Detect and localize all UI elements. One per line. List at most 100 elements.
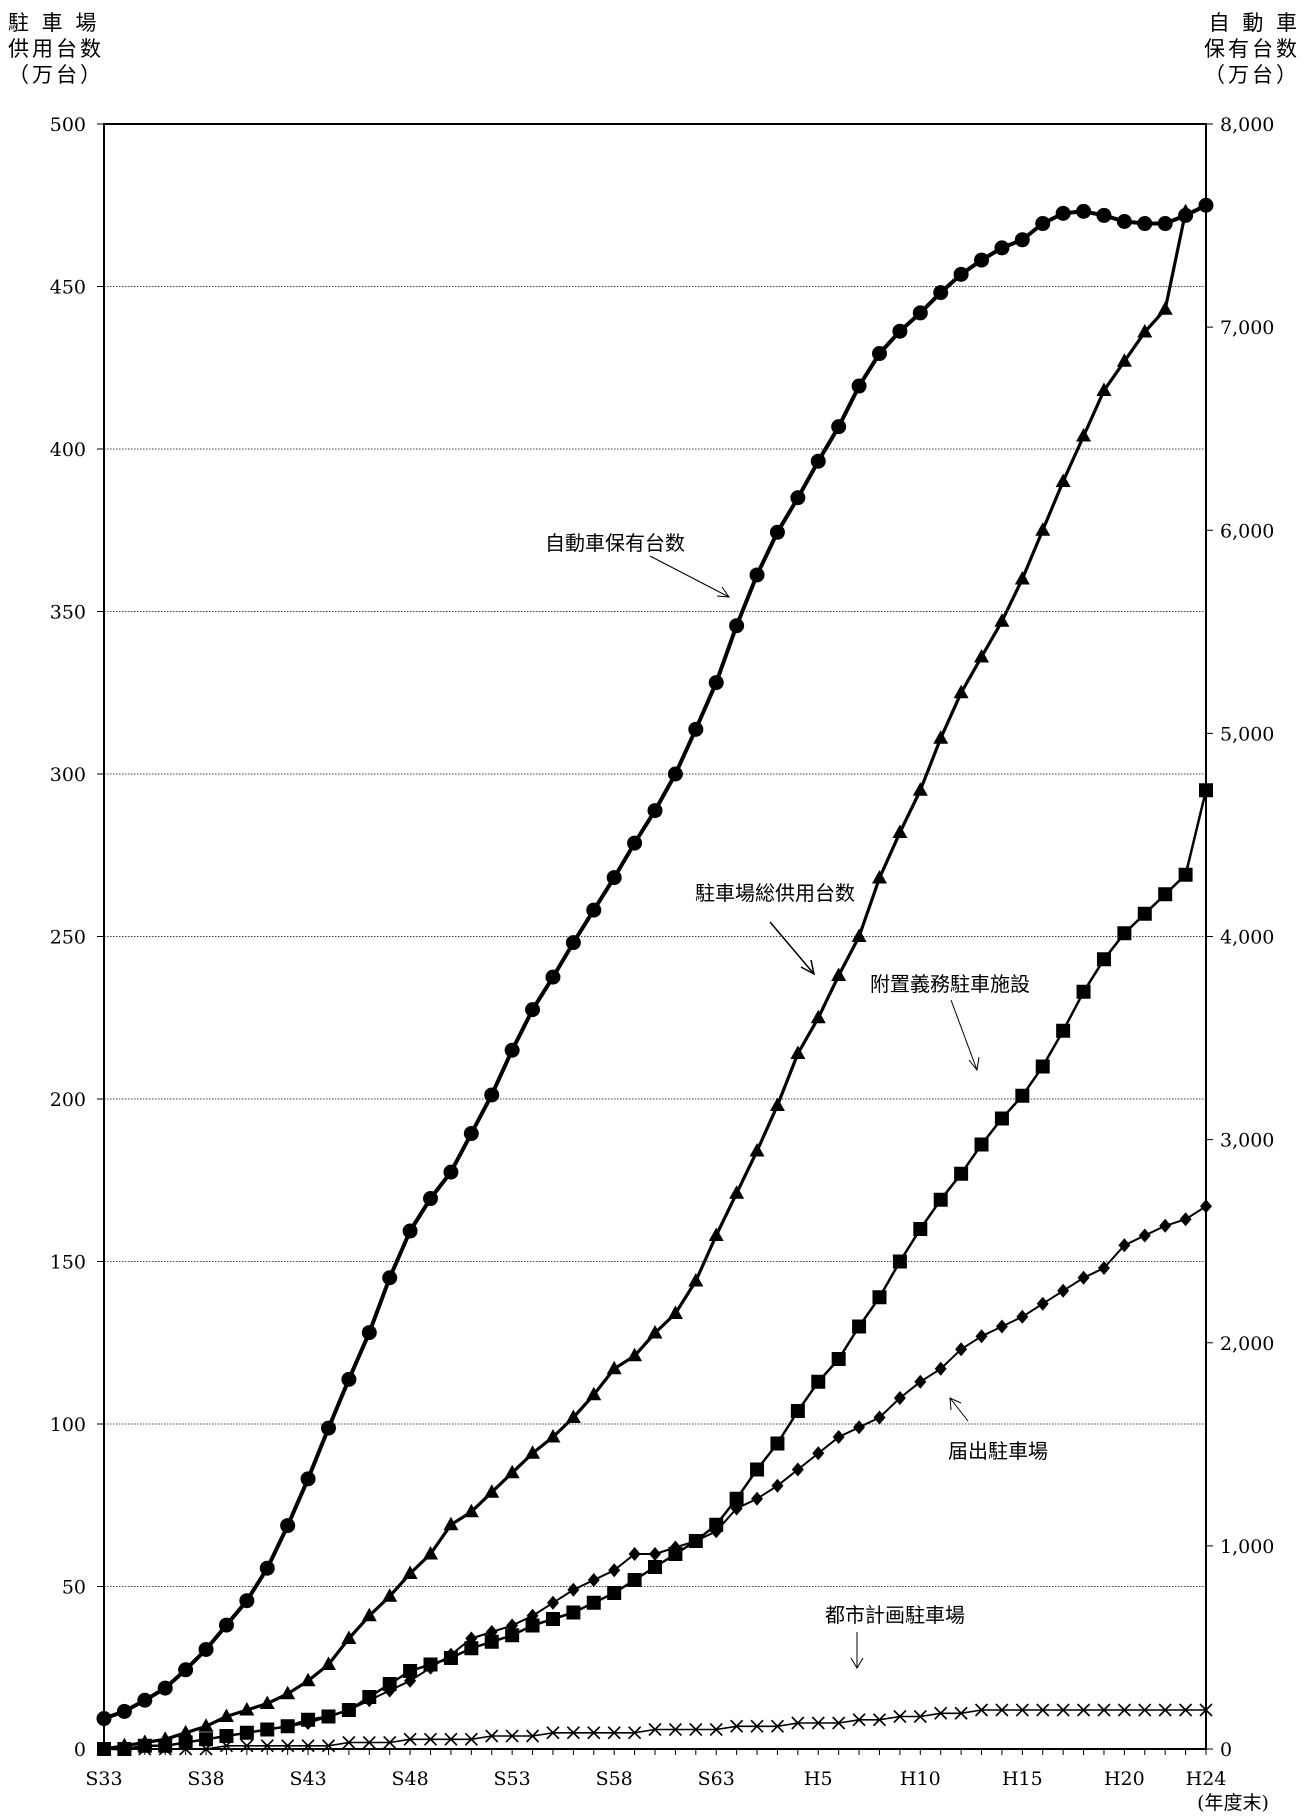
data-point-total-parking [565, 1409, 581, 1423]
data-point-notified-parking [608, 1563, 621, 1578]
left-tick-label: 300 [50, 764, 86, 786]
data-point-city-planning-parking [444, 1732, 458, 1746]
data-point-mandatory-parking [852, 1319, 867, 1334]
data-point-car-ownership [667, 766, 683, 782]
x-tick-label: S48 [392, 1768, 429, 1790]
data-point-notified-parking [689, 1534, 702, 1548]
data-point-mandatory-parking [607, 1586, 622, 1600]
data-point-city-planning-parking [628, 1726, 642, 1740]
data-point-car-ownership [1035, 216, 1051, 232]
right-tick-label: 0 [1220, 1739, 1232, 1761]
left-tick-label: 450 [50, 277, 86, 299]
left-tick-label: 50 [62, 1577, 86, 1599]
data-point-city-planning-parking [525, 1729, 540, 1743]
data-point-car-ownership [851, 378, 867, 394]
data-point-city-planning-parking [995, 1703, 1009, 1717]
data-point-car-ownership [259, 1560, 275, 1576]
data-point-notified-parking [1138, 1228, 1151, 1243]
data-point-notified-parking [465, 1631, 478, 1646]
data-point-car-ownership [423, 1191, 439, 1207]
data-point-car-ownership [198, 1641, 214, 1657]
data-point-car-ownership [892, 323, 908, 339]
data-point-mandatory-parking [1158, 887, 1173, 902]
series-line-car-ownership [103, 203, 1207, 1721]
data-point-car-ownership [688, 721, 704, 737]
data-point-city-planning-parking [913, 1709, 927, 1724]
data-point-car-ownership [178, 1662, 194, 1678]
data-point-city-planning-parking [1117, 1703, 1131, 1717]
data-point-total-parking [504, 1464, 520, 1479]
data-point-car-ownership [463, 1126, 479, 1142]
data-point-mandatory-parking [994, 1111, 1009, 1126]
arrowhead-total-parking [800, 959, 816, 976]
arrowhead-car-ownership [716, 586, 731, 598]
data-point-total-parking [769, 1097, 785, 1111]
data-point-mandatory-parking [1056, 1023, 1071, 1038]
data-point-notified-parking [546, 1595, 559, 1610]
data-point-mandatory-parking [811, 1374, 826, 1389]
data-point-car-ownership [545, 969, 561, 985]
data-point-car-ownership [1096, 207, 1112, 223]
data-point-car-ownership [647, 803, 663, 819]
data-point-total-parking [994, 613, 1010, 627]
data-point-total-parking [1157, 301, 1173, 315]
data-point-city-planning-parking [1015, 1703, 1029, 1717]
data-point-car-ownership [953, 266, 969, 282]
data-point-city-planning-parking [383, 1735, 397, 1750]
data-point-city-planning-parking [648, 1722, 662, 1737]
data-point-city-planning-parking [1179, 1703, 1193, 1717]
data-point-notified-parking [220, 1729, 233, 1743]
data-point-notified-parking [1159, 1218, 1172, 1233]
data-point-city-planning-parking [423, 1732, 438, 1746]
data-point-car-ownership [239, 1593, 255, 1609]
data-point-city-planning-parking [974, 1703, 989, 1717]
data-point-car-ownership [810, 453, 826, 469]
data-point-city-planning-parking [689, 1722, 703, 1737]
data-point-mandatory-parking [770, 1436, 785, 1451]
data-point-total-parking [606, 1360, 622, 1375]
data-point-car-ownership [565, 935, 581, 951]
data-point-total-parking [178, 1724, 194, 1739]
data-point-mandatory-parking [1076, 984, 1091, 999]
data-point-city-planning-parking [342, 1735, 356, 1750]
data-point-total-parking [1014, 571, 1030, 585]
data-point-city-planning-parking [1138, 1703, 1152, 1717]
axis-ticks: 0 50 100 150 200 250 300 350 400 450 500 0 1,000 2,00… [50, 114, 1275, 1790]
data-point-total-parking [1096, 382, 1112, 396]
data-point-mandatory-parking [627, 1573, 642, 1587]
data-point-city-planning-parking [1036, 1703, 1050, 1717]
right-tick-label: 6,000 [1220, 520, 1274, 542]
data-point-notified-parking [1118, 1238, 1131, 1253]
data-point-notified-parking [873, 1410, 886, 1425]
data-point-car-ownership [749, 567, 765, 583]
data-point-notified-parking [893, 1391, 906, 1405]
data-point-car-ownership [504, 1042, 520, 1058]
data-point-total-parking [382, 1588, 398, 1602]
data-point-notified-parking [1036, 1296, 1049, 1311]
series-city-planning-parking [97, 1703, 1213, 1756]
data-point-car-ownership [382, 1270, 398, 1286]
data-point-notified-parking [853, 1420, 866, 1435]
data-point-notified-parking [281, 1719, 294, 1734]
data-point-total-parking [647, 1325, 663, 1339]
series-line-notified-parking [104, 1205, 1207, 1750]
data-point-notified-parking [261, 1722, 274, 1737]
data-point-city-planning-parking [464, 1732, 478, 1746]
data-point-mandatory-parking [505, 1628, 520, 1643]
data-point-car-ownership [280, 1518, 296, 1534]
data-point-notified-parking [404, 1673, 417, 1688]
x-unit-label: (年度末) [1197, 1792, 1269, 1814]
data-point-car-ownership [320, 1420, 336, 1436]
data-point-notified-parking [424, 1660, 437, 1675]
data-point-car-ownership [708, 675, 724, 691]
label-mandatory-parking: 附置義務駐車施設 [870, 972, 1030, 996]
data-point-notified-parking [955, 1342, 968, 1357]
data-point-city-planning-parking [485, 1729, 499, 1743]
data-point-total-parking [1137, 324, 1153, 338]
data-point-mandatory-parking [729, 1491, 744, 1506]
right-tick-label: 5,000 [1220, 723, 1274, 745]
data-point-notified-parking [628, 1547, 641, 1561]
data-point-city-planning-parking [832, 1716, 846, 1730]
right-tick-label: 7,000 [1220, 317, 1274, 339]
series-line-mandatory-parking [104, 790, 1208, 1751]
